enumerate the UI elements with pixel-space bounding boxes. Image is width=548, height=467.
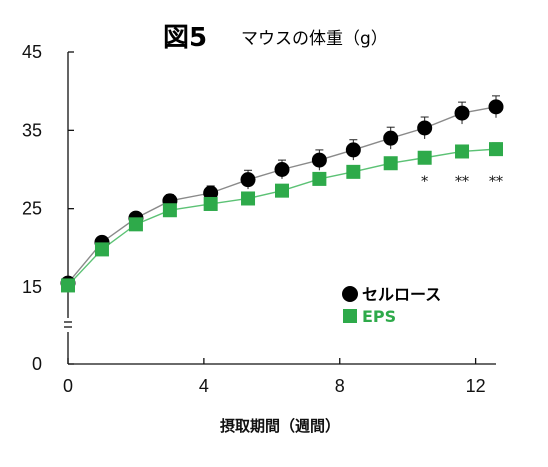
data-point-cellulose	[345, 142, 361, 158]
data-point-cellulose	[417, 120, 433, 136]
data-point-cellulose	[311, 152, 327, 168]
series-layer	[60, 95, 504, 293]
data-point-cellulose	[203, 185, 219, 201]
y-tick-label: 15	[22, 277, 42, 297]
x-tick-label: 4	[199, 376, 209, 396]
data-point-eps	[241, 191, 256, 206]
data-point-eps	[455, 144, 470, 159]
data-point-eps	[417, 150, 432, 165]
data-point-cellulose	[454, 105, 470, 121]
significance-mark: **	[455, 174, 469, 190]
legend: セルロース EPS	[342, 285, 441, 326]
data-point-eps	[61, 278, 75, 293]
y-tick-label: 25	[22, 199, 42, 219]
legend-marker-eps	[343, 309, 357, 323]
data-point-cellulose	[488, 99, 504, 115]
chart-title: マウスの体重（g）	[241, 29, 388, 49]
data-point-cellulose	[383, 130, 399, 146]
x-tick-label: 8	[335, 376, 345, 396]
y-tick-label: 45	[22, 42, 42, 62]
y-tick-label: 35	[22, 120, 42, 140]
legend-label-cellulose: セルロース	[362, 285, 441, 304]
axes	[64, 51, 496, 365]
significance-mark: *	[421, 174, 428, 190]
x-axis-label: 摂取期間（週間）	[220, 417, 340, 435]
legend-marker-cellulose	[342, 286, 358, 302]
y-tick-label: 0	[32, 354, 42, 374]
data-point-eps	[383, 156, 398, 171]
figure-label: 図5	[163, 23, 207, 53]
data-point-eps	[94, 242, 109, 257]
data-point-eps	[346, 164, 361, 179]
data-point-eps	[489, 142, 503, 157]
data-point-cellulose	[240, 172, 256, 188]
data-point-eps	[128, 217, 143, 232]
x-tick-label: 12	[466, 376, 486, 396]
data-point-eps	[162, 203, 177, 218]
data-point-eps	[203, 196, 218, 211]
data-point-cellulose	[274, 162, 290, 177]
data-point-eps	[275, 183, 289, 198]
tick-labels: 0 15 25 35 45 0 4 8 12	[22, 42, 486, 396]
significance-marks: * ** **	[421, 174, 503, 190]
significance-mark: **	[489, 174, 503, 190]
data-point-eps	[312, 171, 327, 186]
legend-label-eps: EPS	[362, 307, 396, 326]
x-tick-label: 0	[63, 376, 73, 396]
